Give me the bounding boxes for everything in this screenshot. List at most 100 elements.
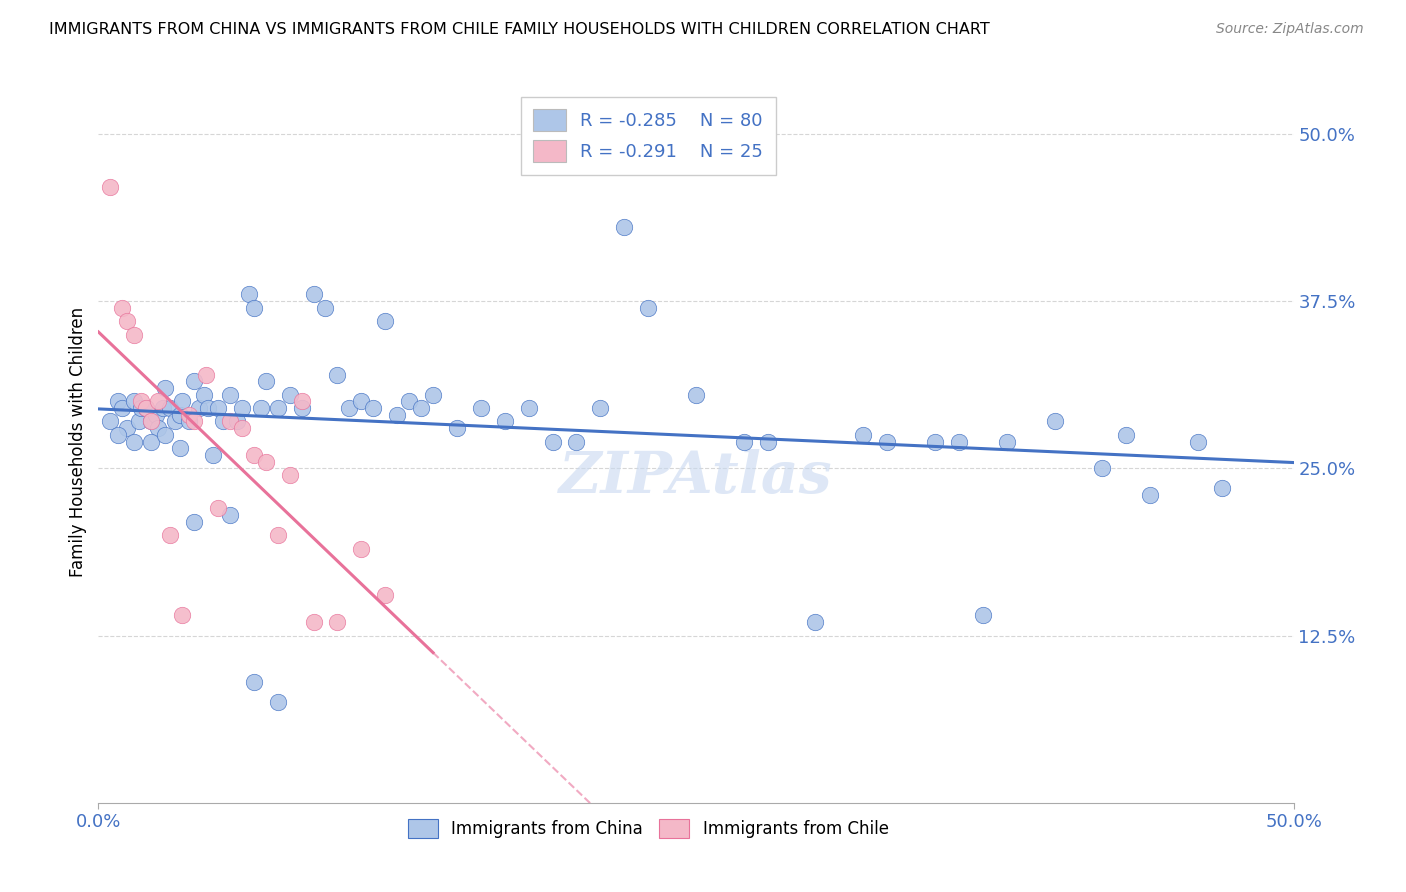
- Point: [111, 401, 134, 416]
- Point: [541, 434, 564, 449]
- Point: [148, 421, 170, 435]
- Point: [195, 368, 218, 382]
- Point: [267, 401, 290, 416]
- Point: [876, 434, 898, 449]
- Y-axis label: Family Households with Children: Family Households with Children: [69, 307, 87, 576]
- Point: [804, 615, 827, 630]
- Point: [231, 421, 253, 435]
- Point: [1115, 427, 1137, 442]
- Point: [291, 394, 314, 409]
- Point: [363, 401, 385, 416]
- Point: [128, 414, 150, 429]
- Point: [411, 401, 433, 416]
- Point: [135, 401, 157, 416]
- Point: [211, 414, 233, 429]
- Point: [131, 401, 153, 416]
- Point: [995, 434, 1018, 449]
- Point: [115, 421, 138, 435]
- Point: [517, 401, 540, 416]
- Point: [98, 414, 122, 429]
- Point: [197, 401, 219, 416]
- Point: [172, 608, 194, 623]
- Point: [1211, 482, 1233, 496]
- Point: [733, 434, 755, 449]
- Point: [565, 434, 588, 449]
- Point: [613, 220, 636, 235]
- Point: [924, 434, 946, 449]
- Point: [589, 401, 612, 416]
- Point: [169, 442, 191, 455]
- Point: [685, 387, 707, 401]
- Point: [291, 401, 314, 416]
- Point: [183, 414, 205, 429]
- Point: [250, 401, 273, 416]
- Point: [226, 414, 249, 429]
- Point: [148, 394, 170, 409]
- Point: [183, 375, 205, 389]
- Point: [374, 589, 396, 603]
- Point: [374, 314, 396, 328]
- Point: [243, 675, 266, 690]
- Point: [852, 427, 875, 442]
- Point: [124, 327, 146, 342]
- Point: [231, 401, 253, 416]
- Point: [155, 427, 177, 442]
- Point: [135, 401, 157, 416]
- Point: [315, 301, 337, 315]
- Point: [111, 301, 134, 315]
- Point: [350, 394, 373, 409]
- Point: [172, 394, 194, 409]
- Text: ZIPAtlas: ZIPAtlas: [560, 450, 832, 506]
- Point: [494, 414, 516, 429]
- Point: [202, 448, 225, 462]
- Point: [139, 414, 162, 429]
- Point: [159, 401, 181, 416]
- Point: [159, 528, 181, 542]
- Point: [254, 375, 277, 389]
- Point: [302, 287, 325, 301]
- Point: [238, 287, 260, 301]
- Point: [948, 434, 970, 449]
- Point: [972, 608, 994, 623]
- Point: [278, 387, 301, 401]
- Point: [254, 455, 277, 469]
- Point: [163, 414, 186, 429]
- Point: [398, 394, 420, 409]
- Text: Source: ZipAtlas.com: Source: ZipAtlas.com: [1216, 22, 1364, 37]
- Point: [139, 414, 162, 429]
- Point: [179, 414, 201, 429]
- Point: [756, 434, 779, 449]
- Point: [179, 408, 201, 422]
- Point: [219, 387, 242, 401]
- Point: [302, 615, 325, 630]
- Point: [187, 401, 209, 416]
- Point: [1139, 488, 1161, 502]
- Point: [326, 615, 349, 630]
- Point: [207, 501, 229, 516]
- Point: [98, 180, 122, 194]
- Point: [350, 541, 373, 556]
- Point: [115, 314, 138, 328]
- Point: [470, 401, 492, 416]
- Point: [422, 387, 444, 401]
- Point: [446, 421, 468, 435]
- Point: [267, 528, 290, 542]
- Point: [278, 467, 301, 482]
- Text: IMMIGRANTS FROM CHINA VS IMMIGRANTS FROM CHILE FAMILY HOUSEHOLDS WITH CHILDREN C: IMMIGRANTS FROM CHINA VS IMMIGRANTS FROM…: [49, 22, 990, 37]
- Point: [124, 434, 146, 449]
- Point: [637, 301, 659, 315]
- Point: [107, 394, 129, 409]
- Point: [267, 696, 290, 710]
- Point: [243, 448, 266, 462]
- Point: [219, 414, 242, 429]
- Point: [1091, 461, 1114, 475]
- Point: [207, 401, 229, 416]
- Point: [326, 368, 349, 382]
- Point: [1187, 434, 1209, 449]
- Legend: Immigrants from China, Immigrants from Chile: Immigrants from China, Immigrants from C…: [401, 813, 896, 845]
- Point: [219, 508, 242, 523]
- Point: [152, 401, 174, 416]
- Point: [385, 408, 409, 422]
- Point: [193, 387, 215, 401]
- Point: [107, 427, 129, 442]
